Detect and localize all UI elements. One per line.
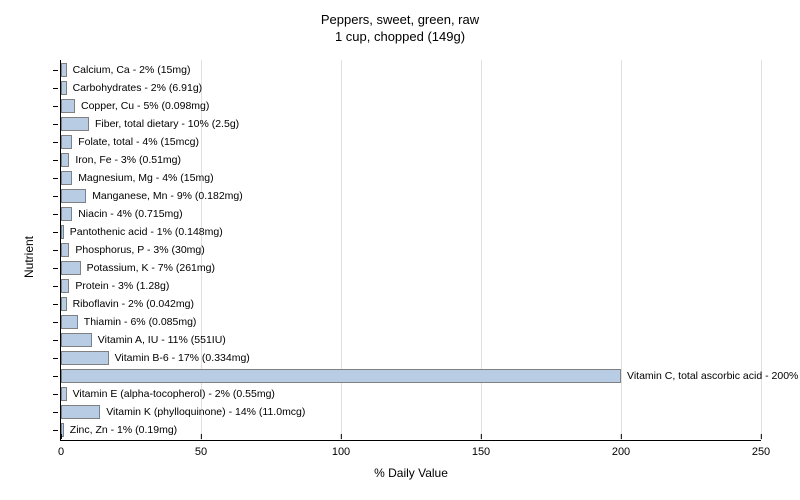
- bar: [61, 369, 621, 383]
- y-tick: [53, 304, 58, 305]
- bar: [61, 189, 86, 203]
- y-tick: [53, 70, 58, 71]
- x-tick-label: 50: [195, 440, 207, 458]
- bar-row: Zinc, Zn - 1% (0.19mg): [61, 423, 177, 437]
- bar: [61, 153, 69, 167]
- bar-row: Vitamin B-6 - 17% (0.334mg): [61, 351, 250, 365]
- bar-label: Potassium, K - 7% (261mg): [81, 262, 215, 274]
- x-tick-label: 250: [752, 440, 770, 458]
- x-axis-label: % Daily Value: [374, 466, 448, 480]
- bar: [61, 333, 92, 347]
- bar-row: Protein - 3% (1.28g): [61, 279, 169, 293]
- bar: [61, 315, 78, 329]
- y-tick: [53, 322, 58, 323]
- title-line-1: Peppers, sweet, green, raw: [0, 12, 800, 29]
- bar-row: Thiamin - 6% (0.085mg): [61, 315, 196, 329]
- bar-label: Phosphorus, P - 3% (30mg): [69, 244, 204, 256]
- bar-row: Copper, Cu - 5% (0.098mg): [61, 99, 209, 113]
- bar-row: Niacin - 4% (0.715mg): [61, 207, 183, 221]
- bar-label: Iron, Fe - 3% (0.51mg): [69, 154, 181, 166]
- bar: [61, 261, 81, 275]
- y-tick: [53, 160, 58, 161]
- x-tick-label: 100: [332, 440, 350, 458]
- y-tick: [53, 340, 58, 341]
- bar-row: Iron, Fe - 3% (0.51mg): [61, 153, 181, 167]
- bar-label: Folate, total - 4% (15mcg): [72, 136, 199, 148]
- y-tick: [53, 412, 58, 413]
- y-tick: [53, 88, 58, 89]
- y-tick: [53, 232, 58, 233]
- bar-label: Vitamin C, total ascorbic acid - 200% (1…: [621, 370, 800, 382]
- x-tick-label: 150: [472, 440, 490, 458]
- y-tick: [53, 430, 58, 431]
- y-tick: [53, 376, 58, 377]
- bar-row: Vitamin A, IU - 11% (551IU): [61, 333, 226, 347]
- bar: [61, 117, 89, 131]
- x-tick-label: 200: [612, 440, 630, 458]
- bar-label: Pantothenic acid - 1% (0.148mg): [64, 226, 223, 238]
- y-tick: [53, 250, 58, 251]
- bar: [61, 171, 72, 185]
- bar-row: Potassium, K - 7% (261mg): [61, 261, 215, 275]
- bar-label: Manganese, Mn - 9% (0.182mg): [86, 190, 243, 202]
- bar-label: Magnesium, Mg - 4% (15mg): [72, 172, 213, 184]
- bar-row: Fiber, total dietary - 10% (2.5g): [61, 117, 239, 131]
- bar: [61, 279, 69, 293]
- bar-label: Niacin - 4% (0.715mg): [72, 208, 182, 220]
- bar-row: Calcium, Ca - 2% (15mg): [61, 63, 190, 77]
- bar-label: Vitamin B-6 - 17% (0.334mg): [109, 352, 250, 364]
- bar-row: Magnesium, Mg - 4% (15mg): [61, 171, 214, 185]
- bar: [61, 405, 100, 419]
- bar-row: Riboflavin - 2% (0.042mg): [61, 297, 194, 311]
- bar: [61, 207, 72, 221]
- nutrient-chart: Peppers, sweet, green, raw 1 cup, choppe…: [0, 0, 800, 500]
- bar-row: Vitamin K (phylloquinone) - 14% (11.0mcg…: [61, 405, 305, 419]
- bar-row: Manganese, Mn - 9% (0.182mg): [61, 189, 243, 203]
- bar-label: Copper, Cu - 5% (0.098mg): [75, 100, 209, 112]
- bar-label: Carbohydrates - 2% (6.91g): [67, 82, 203, 94]
- y-tick: [53, 268, 58, 269]
- bar: [61, 135, 72, 149]
- bar-row: Carbohydrates - 2% (6.91g): [61, 81, 202, 95]
- bar-label: Protein - 3% (1.28g): [69, 280, 169, 292]
- bars-layer: Calcium, Ca - 2% (15mg) Carbohydrates - 2…: [61, 60, 761, 440]
- y-axis-label: Nutrient: [22, 236, 36, 278]
- x-tick-label: 0: [58, 440, 64, 458]
- y-tick: [53, 124, 58, 125]
- title-line-2: 1 cup, chopped (149g): [0, 29, 800, 46]
- y-tick: [53, 196, 58, 197]
- bar-row: Vitamin E (alpha-tocopherol) - 2% (0.55m…: [61, 387, 275, 401]
- plot-area: Calcium, Ca - 2% (15mg) Carbohydrates - 2…: [60, 60, 761, 441]
- bar: [61, 351, 109, 365]
- chart-title: Peppers, sweet, green, raw 1 cup, choppe…: [0, 0, 800, 46]
- bar: [61, 99, 75, 113]
- y-tick: [53, 286, 58, 287]
- y-tick: [53, 106, 58, 107]
- bar-row: Phosphorus, P - 3% (30mg): [61, 243, 205, 257]
- y-tick: [53, 142, 58, 143]
- bar-row: Pantothenic acid - 1% (0.148mg): [61, 225, 223, 239]
- bar-label: Vitamin A, IU - 11% (551IU): [92, 334, 226, 346]
- bar-row: Vitamin C, total ascorbic acid - 200% (1…: [61, 369, 800, 383]
- bar-label: Zinc, Zn - 1% (0.19mg): [64, 424, 177, 436]
- bar: [61, 243, 69, 257]
- bar-label: Riboflavin - 2% (0.042mg): [67, 298, 194, 310]
- bar-row: Folate, total - 4% (15mcg): [61, 135, 199, 149]
- y-tick: [53, 178, 58, 179]
- y-tick: [53, 214, 58, 215]
- bar-label: Vitamin E (alpha-tocopherol) - 2% (0.55m…: [67, 388, 275, 400]
- y-tick: [53, 358, 58, 359]
- bar-label: Vitamin K (phylloquinone) - 14% (11.0mcg…: [100, 406, 305, 418]
- gridline: [761, 60, 762, 440]
- bar-label: Calcium, Ca - 2% (15mg): [67, 64, 191, 76]
- y-tick: [53, 394, 58, 395]
- bar-label: Thiamin - 6% (0.085mg): [78, 316, 197, 328]
- bar-label: Fiber, total dietary - 10% (2.5g): [89, 118, 239, 130]
